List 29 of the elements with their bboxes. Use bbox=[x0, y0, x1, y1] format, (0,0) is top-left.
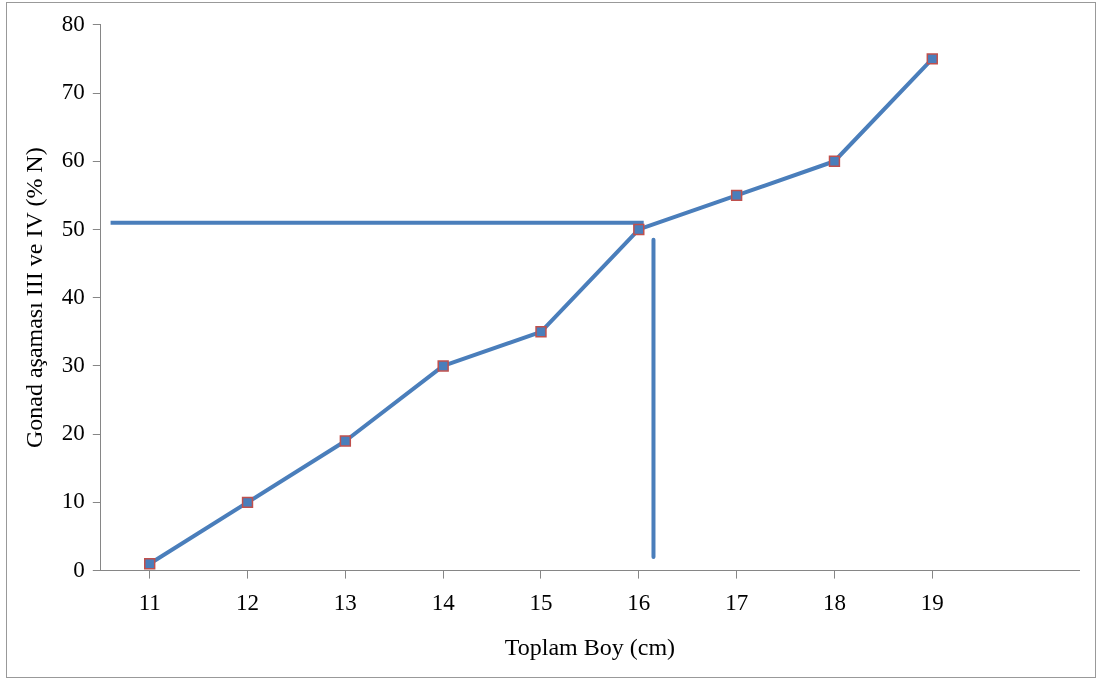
point bbox=[241, 496, 254, 509]
point bbox=[535, 326, 547, 338]
y-tick-label: 0 bbox=[73, 556, 85, 582]
point bbox=[339, 435, 352, 447]
y-tick-label: 60 bbox=[61, 147, 85, 173]
y-tick-label: 70 bbox=[61, 79, 85, 105]
point bbox=[144, 558, 156, 570]
point bbox=[633, 223, 645, 236]
x-tick-label: 18 bbox=[822, 590, 846, 616]
y-tick-label: 50 bbox=[61, 215, 85, 241]
x-tick-label: 17 bbox=[725, 590, 749, 616]
point bbox=[926, 53, 938, 65]
point bbox=[730, 189, 743, 202]
y-tick-label: 20 bbox=[61, 420, 85, 446]
point bbox=[437, 360, 449, 372]
x-tick-label: 15 bbox=[529, 590, 553, 616]
y-tick-label: 80 bbox=[61, 10, 85, 36]
x-axis-title: Toplam Boy (cm) bbox=[504, 633, 676, 660]
x-tick-label: 12 bbox=[236, 590, 260, 616]
y-axis-title: Gonad aşaması III ve IV (% N) bbox=[20, 147, 47, 449]
x-tick-label: 13 bbox=[333, 590, 357, 616]
y-tick-label: 10 bbox=[61, 488, 85, 514]
y-tick-label: 30 bbox=[61, 351, 85, 377]
x-tick-label: 16 bbox=[627, 590, 651, 616]
x-tick-label: 14 bbox=[431, 590, 456, 616]
x-tick-label: 11 bbox=[138, 590, 161, 616]
y-tick-label: 40 bbox=[61, 283, 85, 309]
point bbox=[828, 155, 841, 167]
x-tick-label: 19 bbox=[920, 590, 944, 616]
